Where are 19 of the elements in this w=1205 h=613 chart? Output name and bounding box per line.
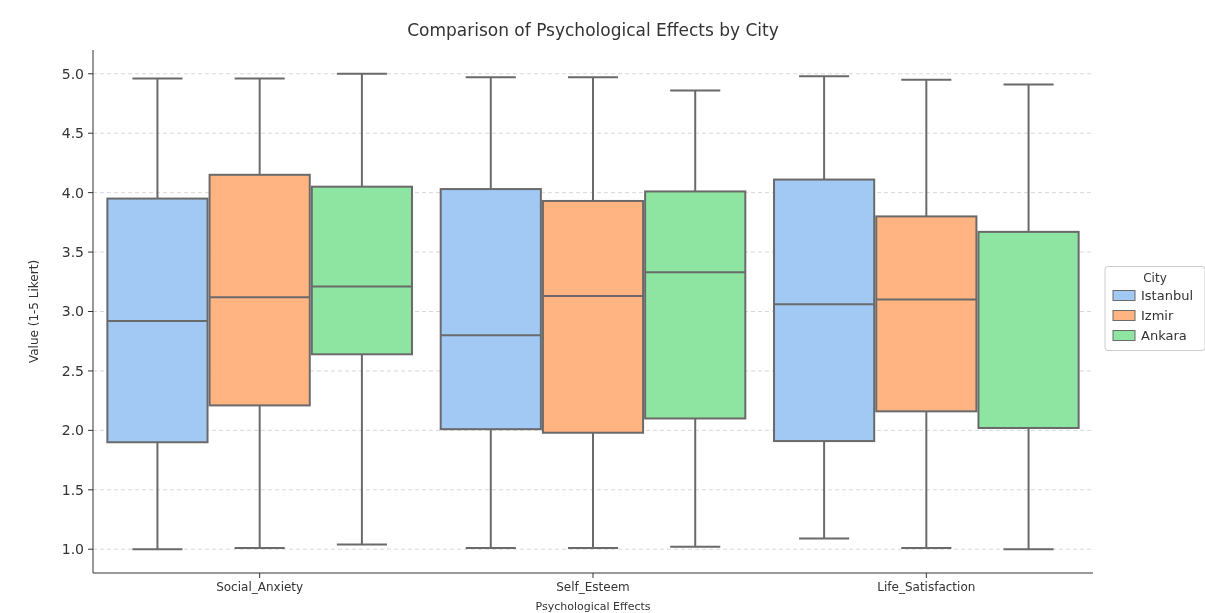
y-tick-label: 3.0	[61, 303, 84, 320]
legend-label: Izmir	[1141, 307, 1174, 323]
y-tick-label: 2.0	[61, 422, 84, 439]
chart-title: Comparison of Psychological Effects by City	[407, 20, 779, 40]
y-tick-label: 1.5	[61, 481, 84, 498]
legend-label: Ankara	[1141, 327, 1187, 343]
y-tick-label: 1.0	[61, 541, 84, 558]
x-tick-label: Life_Satisfaction	[877, 580, 976, 594]
y-tick-label: 2.5	[61, 362, 84, 379]
x-tick-label: Self_Esteem	[556, 580, 630, 594]
legend-label: Istanbul	[1141, 287, 1194, 303]
y-tick-label: 3.5	[61, 243, 84, 260]
x-axis-title: Psychological Effects	[535, 600, 651, 613]
y-tick-label: 5.0	[61, 65, 84, 82]
legend-title: City	[1143, 270, 1167, 285]
y-axis-title: Value (1-5 Likert)	[27, 259, 41, 364]
y-tick-label: 4.5	[61, 125, 84, 142]
y-tick-label: 4.0	[61, 184, 84, 201]
x-tick-label: Social_Anxiety	[216, 580, 304, 594]
